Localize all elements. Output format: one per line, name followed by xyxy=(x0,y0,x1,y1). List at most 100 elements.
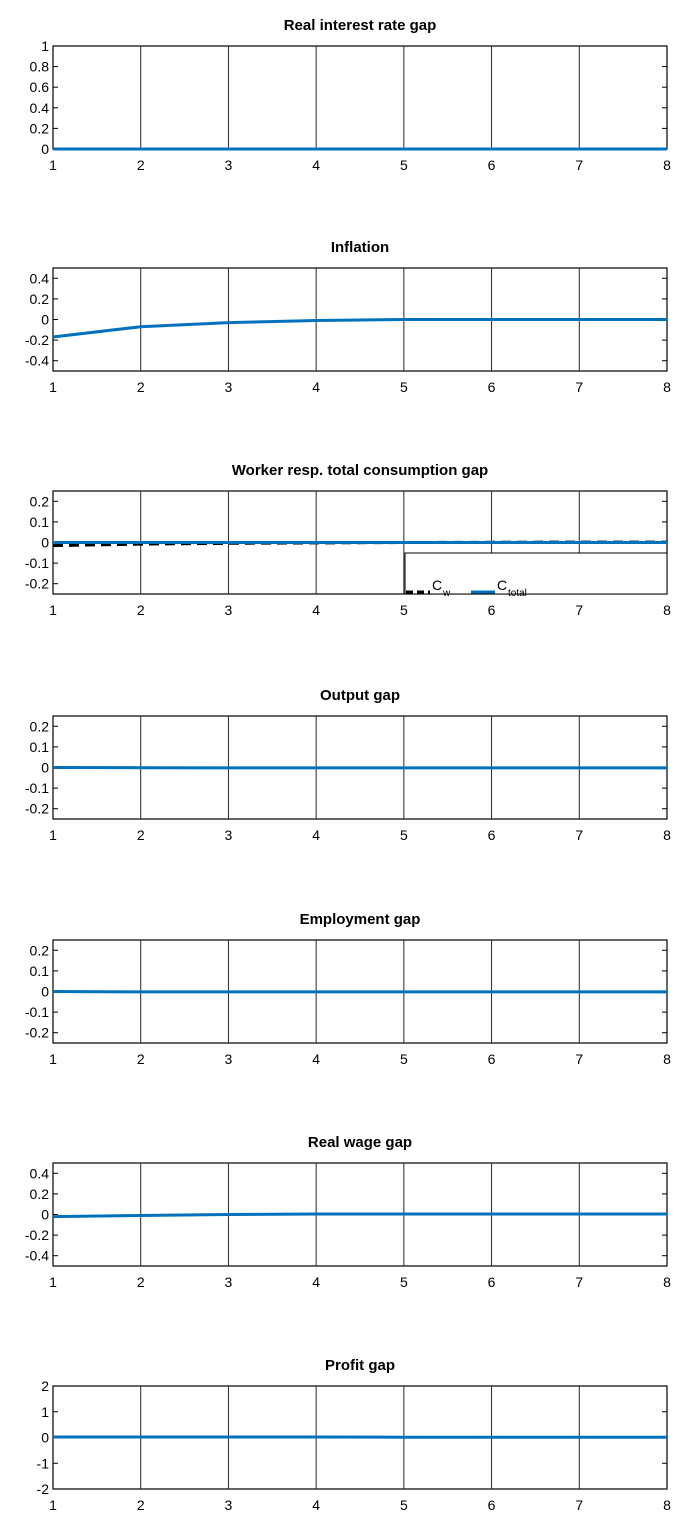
x-tick-label: 3 xyxy=(225,1051,233,1067)
x-tick-label: 4 xyxy=(312,157,320,173)
x-tick-label: 6 xyxy=(488,1051,496,1067)
y-tick-label: 0.1 xyxy=(30,739,50,755)
y-tick-label: -2 xyxy=(37,1481,50,1497)
axes-box xyxy=(52,45,668,150)
x-tick-label: 8 xyxy=(663,602,671,618)
x-tick-label: 8 xyxy=(663,379,671,395)
y-tick-label: 0 xyxy=(41,141,49,157)
x-tick-label: 1 xyxy=(49,1051,57,1067)
x-tick-label: 8 xyxy=(663,1497,671,1513)
x-tick-label: 5 xyxy=(400,827,408,843)
x-tick-label: 5 xyxy=(400,602,408,618)
y-tick-label: -0.2 xyxy=(25,576,49,592)
x-tick-label: 6 xyxy=(488,1497,496,1513)
x-tick-label: 6 xyxy=(488,1274,496,1290)
x-tick-label: 2 xyxy=(137,827,145,843)
x-tick-label: 4 xyxy=(312,379,320,395)
subplot-title: Real wage gap xyxy=(308,1134,412,1151)
x-tick-label: 1 xyxy=(49,379,57,395)
y-tick-label: -0.2 xyxy=(25,801,49,817)
subplot-title: Profit gap xyxy=(325,1357,395,1374)
legend-label: C xyxy=(432,577,442,593)
series-line-1 xyxy=(52,318,667,339)
x-tick-label: 2 xyxy=(137,1497,145,1513)
x-tick-label: 4 xyxy=(312,827,320,843)
x-tick-label: 8 xyxy=(663,157,671,173)
y-tick-label: 0.4 xyxy=(30,1165,50,1181)
y-tick-label: 0 xyxy=(41,984,49,1000)
y-tick-label: -0.4 xyxy=(25,1248,49,1264)
x-tick-label: 6 xyxy=(488,157,496,173)
subplot-5: Employment gap 1 2 3 4 5 6 7 8 0.2 0.1 0 -0.1 -0.2 xyxy=(25,911,671,1067)
x-tick-label: 3 xyxy=(225,379,233,395)
y-tick-label: 0.1 xyxy=(30,963,50,979)
subplot-7: Profit gap 1 2 3 4 5 6 7 8 2 1 0 -1 -2 xyxy=(37,1357,672,1513)
subplot-6: Real wage gap 1 2 3 4 5 6 7 8 0.4 0.2 0 -0.2 -0.4 xyxy=(25,1134,671,1290)
x-tick-label: 3 xyxy=(225,157,233,173)
subplot-title: Worker resp. total consumption gap xyxy=(232,462,488,479)
x-tick-label: 6 xyxy=(488,379,496,395)
y-tick-label: -0.4 xyxy=(25,353,49,369)
y-tick-label: 0.2 xyxy=(30,291,50,307)
x-tick-label: 4 xyxy=(312,1274,320,1290)
subplot-1: Real interest rate gap 1 2 3 4 5 6 7 8 1 0.8 0.6 0.4… xyxy=(30,17,672,173)
y-tick-label: -0.1 xyxy=(25,555,49,571)
x-tick-label: 7 xyxy=(575,157,583,173)
y-tick-label: -0.2 xyxy=(25,1227,49,1243)
x-tick-label: 2 xyxy=(137,157,145,173)
x-tick-label: 1 xyxy=(49,1497,57,1513)
y-tick-label: 1 xyxy=(41,1404,49,1420)
x-tick-label: 4 xyxy=(312,602,320,618)
x-tick-label: 3 xyxy=(225,602,233,618)
y-tick-label: 0.4 xyxy=(30,100,50,116)
y-tick-label: 0 xyxy=(41,535,49,551)
x-tick-label: 1 xyxy=(49,1274,57,1290)
subplot-title: Output gap xyxy=(320,687,400,704)
legend-label-subscript: total xyxy=(508,588,527,599)
y-tick-label: 1 xyxy=(41,38,49,54)
x-tick-label: 7 xyxy=(575,827,583,843)
subplot-title: Inflation xyxy=(331,239,389,256)
x-tick-label: 2 xyxy=(137,379,145,395)
subplot-3: Worker resp. total consumption gap 1 2 3 4 5 6… xyxy=(25,462,671,618)
series-line-1 xyxy=(52,1212,667,1219)
x-tick-label: 7 xyxy=(575,602,583,618)
subplot-4: Output gap 1 2 3 4 5 6 7 8 0.2 0.1 0 -0.1 -0.2 xyxy=(25,687,671,843)
y-tick-label: 0.1 xyxy=(30,514,50,530)
y-tick-label: 0.8 xyxy=(30,59,50,75)
y-tick-label: 0.2 xyxy=(30,718,50,734)
subplot-2: Inflation 1 2 3 4 5 6 7 8 0.4 0.2 0 -0.2 -0.4 xyxy=(25,239,671,395)
x-tick-label: 2 xyxy=(137,602,145,618)
x-tick-label: 2 xyxy=(137,1274,145,1290)
y-tick-label: 2 xyxy=(41,1378,49,1394)
subplot-title: Real interest rate gap xyxy=(284,17,437,34)
x-tick-label: 2 xyxy=(137,1051,145,1067)
x-tick-label: 5 xyxy=(400,379,408,395)
x-tick-label: 3 xyxy=(225,1274,233,1290)
x-tick-label: 1 xyxy=(49,602,57,618)
x-tick-label: 3 xyxy=(225,827,233,843)
x-tick-label: 5 xyxy=(400,157,408,173)
x-tick-label: 7 xyxy=(575,379,583,395)
x-tick-label: 7 xyxy=(575,1051,583,1067)
x-tick-label: 4 xyxy=(312,1051,320,1067)
y-tick-label: -0.2 xyxy=(25,332,49,348)
y-tick-label: 0.2 xyxy=(30,120,50,136)
x-tick-label: 1 xyxy=(49,157,57,173)
y-tick-label: 0.2 xyxy=(30,1186,50,1202)
x-tick-label: 5 xyxy=(400,1274,408,1290)
x-tick-label: 8 xyxy=(663,1051,671,1067)
y-tick-label: 0 xyxy=(41,760,49,776)
x-tick-label: 8 xyxy=(663,827,671,843)
y-tick-label: 0.2 xyxy=(30,493,50,509)
x-tick-label: 6 xyxy=(488,827,496,843)
x-tick-label: 6 xyxy=(488,602,496,618)
x-tick-label: 8 xyxy=(663,1274,671,1290)
x-tick-label: 1 xyxy=(49,827,57,843)
x-tick-label: 3 xyxy=(225,1497,233,1513)
legend-label: C xyxy=(497,577,507,593)
y-tick-label: 0 xyxy=(41,312,49,328)
x-tick-label: 7 xyxy=(575,1274,583,1290)
y-tick-label: 0.2 xyxy=(30,942,50,958)
